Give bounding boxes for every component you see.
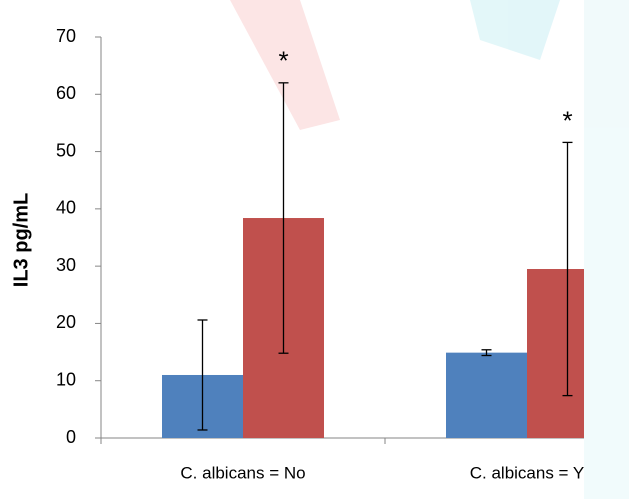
plot-area: C. albicans = No * C. albicans = Y * <box>95 36 585 482</box>
y-axis-label: IL3 pg/mL <box>10 193 32 287</box>
bar <box>446 352 527 438</box>
y-tick-label: 40 <box>56 198 76 218</box>
watermark <box>230 0 629 499</box>
y-tick-label: 30 <box>56 255 76 275</box>
x-tick-label: C. albicans = Y <box>470 463 585 482</box>
bar <box>527 269 584 438</box>
y-tick-label: 70 <box>56 26 76 46</box>
y-tick-label: 60 <box>56 83 76 103</box>
annotation: * <box>278 46 288 76</box>
y-tick-label: 20 <box>56 312 76 332</box>
annotation: * <box>562 105 572 135</box>
y-tick-label: 50 <box>56 140 76 160</box>
x-tick-label: C. albicans = No <box>180 463 305 482</box>
y-tick-label: 0 <box>66 427 76 447</box>
y-tick-label: 10 <box>56 369 76 389</box>
